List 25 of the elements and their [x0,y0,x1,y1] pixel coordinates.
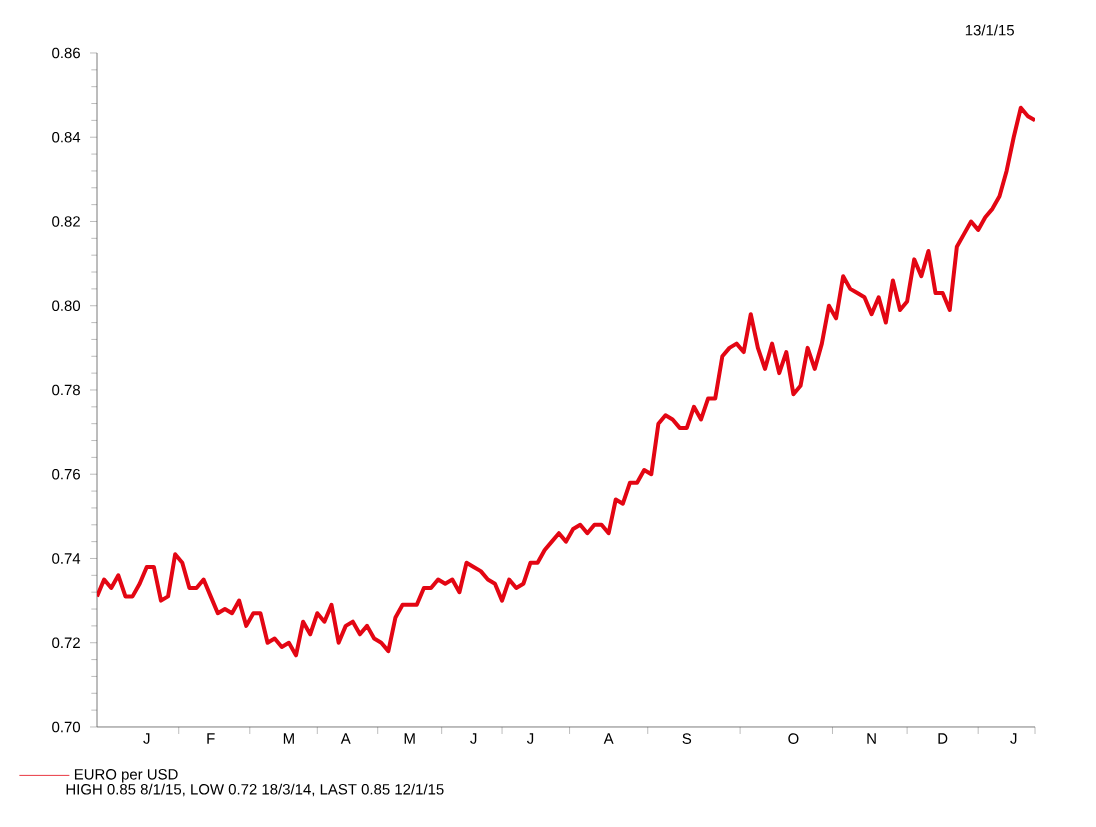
x-tick-label: D [938,733,948,744]
y-tick-label: 0.78 [52,384,80,396]
y-tick-label: 0.72 [52,637,80,649]
x-tick-label: J [1010,733,1017,744]
x-tick-label: F [207,733,215,744]
y-tick-label: 0.82 [52,216,80,227]
y-tick-label: 0.80 [52,300,81,312]
y-tick-label: 0.86 [52,47,80,59]
y-tick-label: 0.70 [52,721,81,733]
x-tick-label: O [788,733,799,744]
x-tick-label: N [867,733,876,744]
x-tick-label: M [283,733,294,744]
x-tick-label: J [470,733,477,744]
text: HIGH 0.85 8/1/15, LOW 0.72 18/3/14, LAST 0.85 12/1/15 [66,783,444,797]
x-tick-label: A [340,733,351,744]
x-tick-label: M [404,733,415,744]
text: 13/1/15 [965,24,1014,36]
x-tick-label: A [603,733,614,744]
y-tick-label: 0.76 [52,468,80,480]
y-tick-label: 0.74 [52,553,81,564]
legend-label: EURO per USD [74,769,178,783]
y-tick-label: 0.84 [52,131,81,143]
x-tick-label: S [682,733,692,744]
x-tick-label: J [143,733,150,744]
x-tick-label: J [526,733,534,744]
